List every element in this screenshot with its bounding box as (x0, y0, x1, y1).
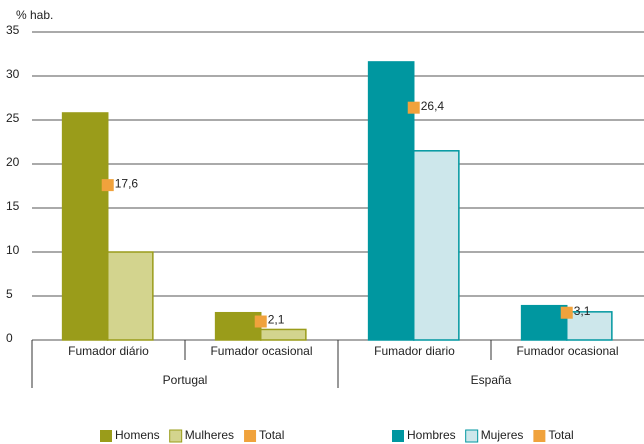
bar (367, 61, 415, 341)
total-marker (407, 101, 420, 114)
bar (259, 328, 307, 341)
legend-swatch (100, 430, 112, 442)
legend-label: Homens (115, 428, 160, 442)
bar (412, 150, 460, 341)
bar (61, 112, 109, 341)
x-tick-label: Fumador ocasional (516, 344, 618, 358)
legend-swatch (169, 429, 183, 443)
legend-label: Total (548, 428, 573, 442)
x-tick-label: Fumador diario (374, 344, 455, 358)
group-label: Portugal (163, 373, 208, 387)
legend-swatch (244, 430, 257, 442)
total-marker (560, 306, 573, 319)
y-tick-label: 25 (6, 111, 20, 125)
group-label: España (471, 373, 512, 387)
legend-label: Hombres (407, 428, 456, 442)
legend-swatch (533, 430, 546, 442)
legend-label: Total (259, 428, 284, 442)
y-tick-label: 35 (6, 23, 20, 37)
legend-swatch (465, 429, 479, 443)
total-marker (254, 315, 267, 328)
value-label: 17,6 (115, 176, 139, 190)
legend-swatch (392, 430, 404, 442)
y-tick-label: 0 (6, 331, 13, 345)
y-tick-label: 15 (6, 199, 20, 213)
value-label: 3,1 (574, 304, 591, 318)
x-tick-label: Fumador ocasional (210, 344, 312, 358)
y-tick-label: 10 (6, 243, 20, 257)
legend-label: Mulheres (185, 428, 234, 442)
y-axis-label: % hab. (16, 8, 53, 22)
y-tick-label: 5 (6, 287, 13, 301)
bar (214, 311, 262, 341)
legend-label: Mujeres (481, 428, 524, 442)
bar (106, 251, 154, 341)
x-tick-label: Fumador diário (68, 344, 149, 358)
bar (565, 311, 613, 341)
bar (520, 304, 568, 341)
value-label: 2,1 (268, 313, 285, 327)
y-tick-label: 20 (6, 155, 20, 169)
value-label: 26,4 (421, 99, 445, 113)
y-tick-label: 30 (6, 67, 20, 81)
total-marker (101, 179, 114, 192)
